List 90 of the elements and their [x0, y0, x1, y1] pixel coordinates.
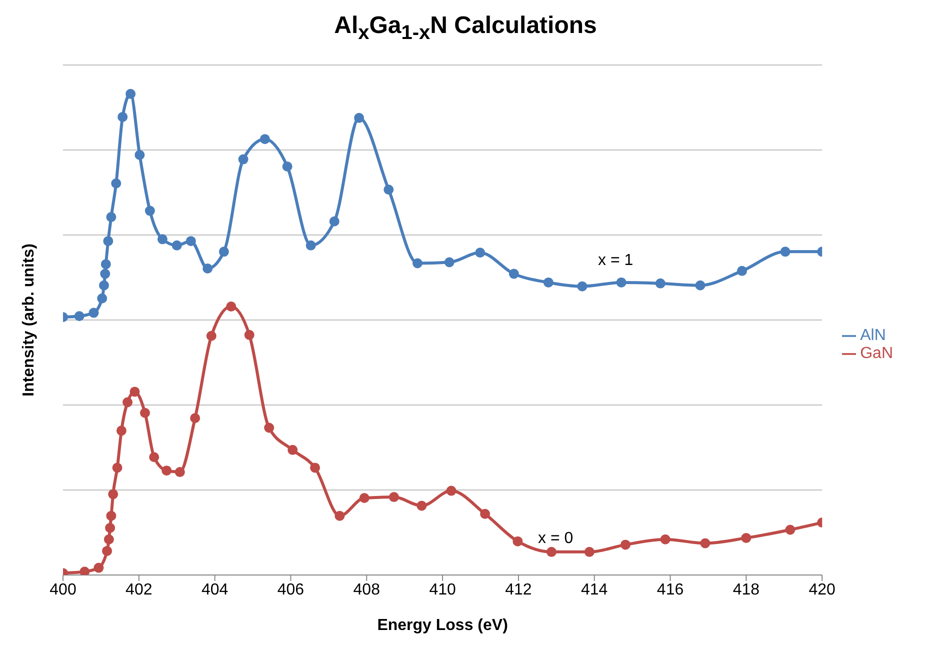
point — [416, 500, 427, 511]
point — [785, 524, 796, 535]
point — [206, 330, 216, 341]
point — [238, 154, 248, 164]
point — [508, 268, 519, 279]
point — [100, 268, 110, 279]
point — [329, 216, 340, 226]
chart-title: Al$_{x}$Ga$_{1-x}$N Calculations — [333, 12, 598, 45]
point — [218, 246, 229, 256]
point — [700, 538, 710, 548]
point — [202, 263, 213, 274]
x-tick-label: 406 — [277, 581, 304, 598]
point — [162, 465, 172, 476]
point — [282, 161, 292, 172]
point — [118, 112, 128, 122]
x-tick-label: 416 — [656, 581, 684, 598]
point — [80, 566, 90, 575]
point — [88, 308, 99, 318]
point — [334, 510, 345, 521]
point — [584, 546, 594, 557]
point — [157, 234, 168, 244]
point — [780, 246, 790, 256]
point — [186, 236, 196, 246]
point — [140, 408, 150, 418]
point — [103, 236, 114, 246]
point — [111, 178, 122, 188]
point — [226, 301, 236, 312]
point — [172, 240, 182, 250]
point — [655, 278, 666, 288]
point — [741, 532, 752, 543]
point — [660, 534, 670, 544]
x-tick-label: 400 — [50, 581, 76, 598]
point — [174, 466, 185, 477]
x-tick-label: 408 — [353, 581, 380, 598]
point — [444, 257, 454, 268]
point — [98, 280, 109, 290]
point — [412, 258, 422, 268]
point — [260, 134, 270, 144]
point — [116, 425, 126, 436]
x-tick-label: 412 — [505, 581, 532, 598]
x-tick-label: 418 — [732, 581, 760, 598]
point — [126, 88, 136, 99]
point — [446, 486, 456, 496]
x-tick-label: 420 — [808, 581, 836, 598]
point — [130, 386, 140, 396]
point — [264, 422, 274, 433]
x-tick-label: 404 — [201, 581, 228, 598]
annotation: x = 1 — [598, 252, 634, 270]
point — [475, 247, 486, 258]
point — [480, 508, 490, 519]
point — [97, 293, 108, 304]
point — [134, 150, 145, 160]
point — [100, 258, 111, 269]
point — [122, 397, 133, 408]
x-tick-label: 402 — [126, 581, 152, 598]
point — [94, 562, 104, 573]
x-axis-title: Energy Loss (eV) — [377, 616, 508, 634]
point — [306, 240, 316, 250]
point — [102, 546, 112, 556]
x-tick-label: 414 — [581, 581, 608, 598]
point — [388, 492, 399, 502]
point — [288, 444, 298, 455]
point — [354, 112, 364, 123]
point — [546, 546, 556, 557]
legend-label: GaN — [860, 344, 893, 362]
point — [106, 212, 116, 222]
y-axis-title: Intensity (arb. units) — [20, 243, 38, 396]
point — [74, 310, 84, 321]
point — [620, 539, 630, 550]
point — [616, 277, 626, 288]
point — [543, 277, 554, 288]
point — [244, 330, 254, 340]
point — [104, 534, 114, 544]
legend-label: AlN — [860, 326, 886, 344]
point — [112, 462, 122, 473]
point — [149, 452, 160, 462]
point — [359, 492, 370, 503]
point — [106, 510, 116, 521]
point — [144, 206, 155, 216]
point — [512, 536, 523, 546]
point — [737, 266, 748, 276]
x-tick-label: 410 — [429, 581, 456, 598]
point — [105, 522, 116, 533]
point — [577, 281, 588, 292]
point — [108, 488, 118, 499]
point — [384, 184, 394, 194]
point — [695, 280, 706, 290]
point — [310, 462, 320, 473]
point — [190, 412, 200, 423]
annotation: x = 0 — [538, 530, 574, 548]
